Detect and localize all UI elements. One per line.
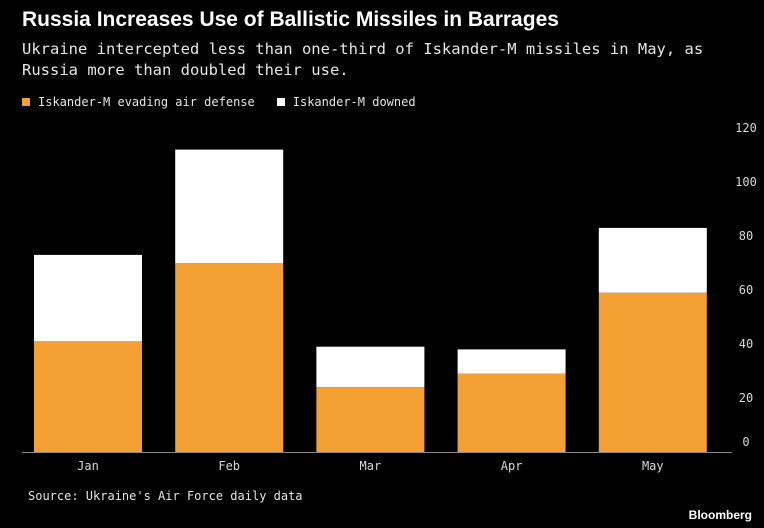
bar-may-evading <box>598 292 707 452</box>
y-tick-label: 0 <box>742 435 749 449</box>
x-tick-label: Mar <box>360 459 382 473</box>
legend-swatch-evading <box>22 98 30 106</box>
legend-label-downed: Iskander-M downed <box>292 95 416 109</box>
y-tick-label: 80 <box>739 229 753 243</box>
legend-swatch-downed <box>276 98 285 106</box>
x-tick-label: May <box>642 459 664 473</box>
y-tick-label: 100 <box>735 175 757 189</box>
x-tick-label: Feb <box>218 459 240 473</box>
bloomberg-logo: Bloomberg <box>688 508 752 522</box>
chart-title: Russia Increases Use of Ballistic Missil… <box>22 8 559 31</box>
legend-label-evading: Iskander-M evading air defense <box>38 95 255 109</box>
bar-feb-evading <box>175 263 284 452</box>
x-tick-label: Apr <box>501 459 523 473</box>
y-tick-label: 120 <box>735 121 757 135</box>
x-tick-label: Jan <box>77 459 99 473</box>
bar-feb-downed <box>175 149 284 263</box>
legend-item-downed: Iskander-M downed <box>276 95 416 109</box>
legend-item-evading: Iskander-M evading air defense <box>22 95 255 109</box>
bar-apr-evading <box>457 373 566 452</box>
legend: Iskander-M evading air defense Iskander-… <box>22 95 438 109</box>
y-tick-label: 20 <box>739 391 753 405</box>
bar-apr-downed <box>457 349 566 374</box>
bar-jan-evading <box>34 341 142 452</box>
source-note: Source: Ukraine's Air Force daily data <box>28 489 303 503</box>
bar-mar-evading <box>316 387 425 452</box>
bar-jan-downed <box>34 254 142 342</box>
bar-may-downed <box>598 227 707 293</box>
y-tick-label: 40 <box>739 337 753 351</box>
bar-mar-downed <box>316 346 425 388</box>
y-tick-label: 60 <box>739 283 753 297</box>
chart-subtitle: Ukraine intercepted less than one-third … <box>22 40 704 79</box>
